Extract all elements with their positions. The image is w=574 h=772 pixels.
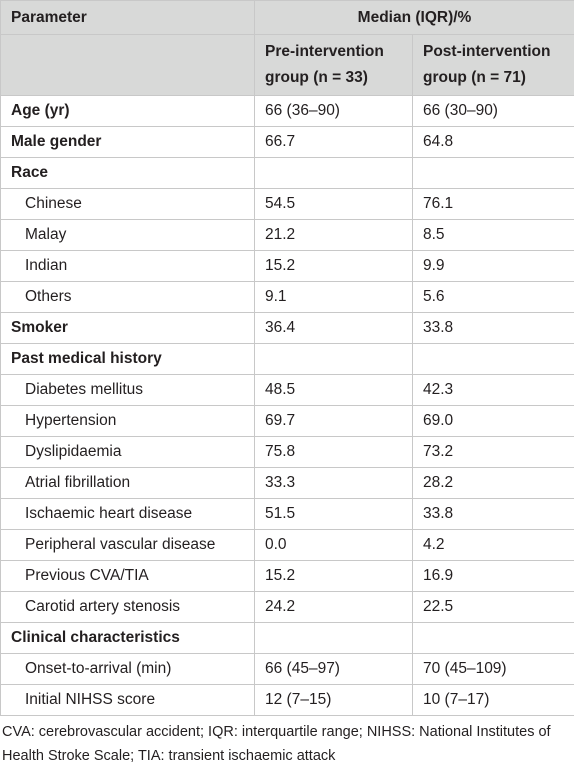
row-label: Hypertension <box>0 405 255 437</box>
cell-value: 54.5 <box>254 188 413 220</box>
cell-value: 70 (45–109) <box>411 653 574 685</box>
cell-value: 10 (7–17) <box>411 684 574 716</box>
cell-value: 75.8 <box>254 436 413 468</box>
cell-value: 66.7 <box>254 126 413 158</box>
row-label: Diabetes mellitus <box>0 374 255 406</box>
row-label: Chinese <box>0 188 255 220</box>
header-row: Parameter Median (IQR)/% <box>0 0 574 35</box>
row-label: Malay <box>0 219 255 251</box>
cell-value: 69.7 <box>254 405 413 437</box>
table-row: Ischaemic heart disease 51.5 33.8 <box>0 498 574 530</box>
empty-cell <box>411 157 574 189</box>
row-label: Ischaemic heart disease <box>0 498 255 530</box>
row-label: Dyslipidaemia <box>0 436 255 468</box>
data-table: Parameter Median (IQR)/% Pre-interventio… <box>0 0 574 716</box>
cell-value: 16.9 <box>411 560 574 592</box>
table-row: Diabetes mellitus 48.5 42.3 <box>0 374 574 406</box>
row-label: Onset-to-arrival (min) <box>0 653 255 685</box>
cell-value: 64.8 <box>411 126 574 158</box>
empty-cell <box>411 622 574 654</box>
cell-value: 5.6 <box>411 281 574 313</box>
empty-cell <box>254 343 413 375</box>
table-row: Indian 15.2 9.9 <box>0 250 574 282</box>
empty-cell <box>411 343 574 375</box>
row-label: Past medical history <box>0 343 255 375</box>
cell-value: 28.2 <box>411 467 574 499</box>
row-label: Peripheral vascular disease <box>0 529 255 561</box>
cell-value: 22.5 <box>411 591 574 623</box>
table-head: Parameter Median (IQR)/% Pre-interventio… <box>0 0 574 96</box>
table-row: Race <box>0 157 574 189</box>
table-row: Clinical characteristics <box>0 622 574 654</box>
row-label: Initial NIHSS score <box>0 684 255 716</box>
group-header: Post-intervention group (n = 71) <box>411 34 574 96</box>
table-row: Age (yr) 66 (36–90) 66 (30–90) <box>0 95 574 127</box>
cell-value: 66 (36–90) <box>254 95 413 127</box>
row-label: Atrial fibrillation <box>0 467 255 499</box>
table-row: Smoker 36.4 33.8 <box>0 312 574 344</box>
table-row: Previous CVA/TIA 15.2 16.9 <box>0 560 574 592</box>
cell-value: 66 (45–97) <box>254 653 413 685</box>
table-row: Onset-to-arrival (min) 66 (45–97) 70 (45–1… <box>0 653 574 685</box>
parameter-header: Parameter <box>0 0 255 35</box>
row-label: Others <box>0 281 255 313</box>
cell-value: 8.5 <box>411 219 574 251</box>
table-row: Carotid artery stenosis 24.2 22.5 <box>0 591 574 623</box>
cell-value: 33.8 <box>411 312 574 344</box>
empty-cell <box>254 157 413 189</box>
cell-value: 12 (7–15) <box>254 684 413 716</box>
cell-value: 9.9 <box>411 250 574 282</box>
cell-value: 42.3 <box>411 374 574 406</box>
row-label: Indian <box>0 250 255 282</box>
cell-value: 33.3 <box>254 467 413 499</box>
table-row: Peripheral vascular disease 0.0 4.2 <box>0 529 574 561</box>
row-label: Previous CVA/TIA <box>0 560 255 592</box>
row-label: Carotid artery stenosis <box>0 591 255 623</box>
cell-value: 51.5 <box>254 498 413 530</box>
row-label: Smoker <box>0 312 255 344</box>
cell-value: 48.5 <box>254 374 413 406</box>
table-row: Male gender 66.7 64.8 <box>0 126 574 158</box>
table-row: Malay 21.2 8.5 <box>0 219 574 251</box>
cell-value: 66 (30–90) <box>411 95 574 127</box>
table-row: Hypertension 69.7 69.0 <box>0 405 574 437</box>
cell-value: 69.0 <box>411 405 574 437</box>
row-label: Male gender <box>0 126 255 158</box>
footnote: CVA: cerebrovascular accident; IQR: inte… <box>2 724 551 764</box>
empty-cell <box>254 622 413 654</box>
cell-value: 33.8 <box>411 498 574 530</box>
table-body: Age (yr) 66 (36–90) 66 (30–90) Male gender 6… <box>0 95 574 716</box>
row-label: Race <box>0 157 255 189</box>
cell-value: 15.2 <box>254 560 413 592</box>
cell-value: 36.4 <box>254 312 413 344</box>
median-header: Median (IQR)/% <box>253 0 574 35</box>
row-label: Age (yr) <box>0 95 255 127</box>
cell-value: 73.2 <box>411 436 574 468</box>
table-row: Dyslipidaemia 75.8 73.2 <box>0 436 574 468</box>
cell-value: 4.2 <box>411 529 574 561</box>
cell-value: 15.2 <box>254 250 413 282</box>
table-row: Atrial fibrillation 33.3 28.2 <box>0 467 574 499</box>
group-header-row: Pre-intervention group (n = 33) Post-int… <box>0 34 574 96</box>
row-label: Clinical characteristics <box>0 622 255 654</box>
table-row: Past medical history <box>0 343 574 375</box>
cell-value: 24.2 <box>254 591 413 623</box>
cell-value: 9.1 <box>254 281 413 313</box>
cell-value: 0.0 <box>254 529 413 561</box>
empty-header <box>0 34 255 96</box>
cell-value: 21.2 <box>254 219 413 251</box>
table-row: Chinese 54.5 76.1 <box>0 188 574 220</box>
cell-value: 76.1 <box>411 188 574 220</box>
group-header: Pre-intervention group (n = 33) <box>254 34 413 96</box>
table-row: Others 9.1 5.6 <box>0 281 574 313</box>
table-row: Initial NIHSS score 12 (7–15) 10 (7–17) <box>0 684 574 716</box>
